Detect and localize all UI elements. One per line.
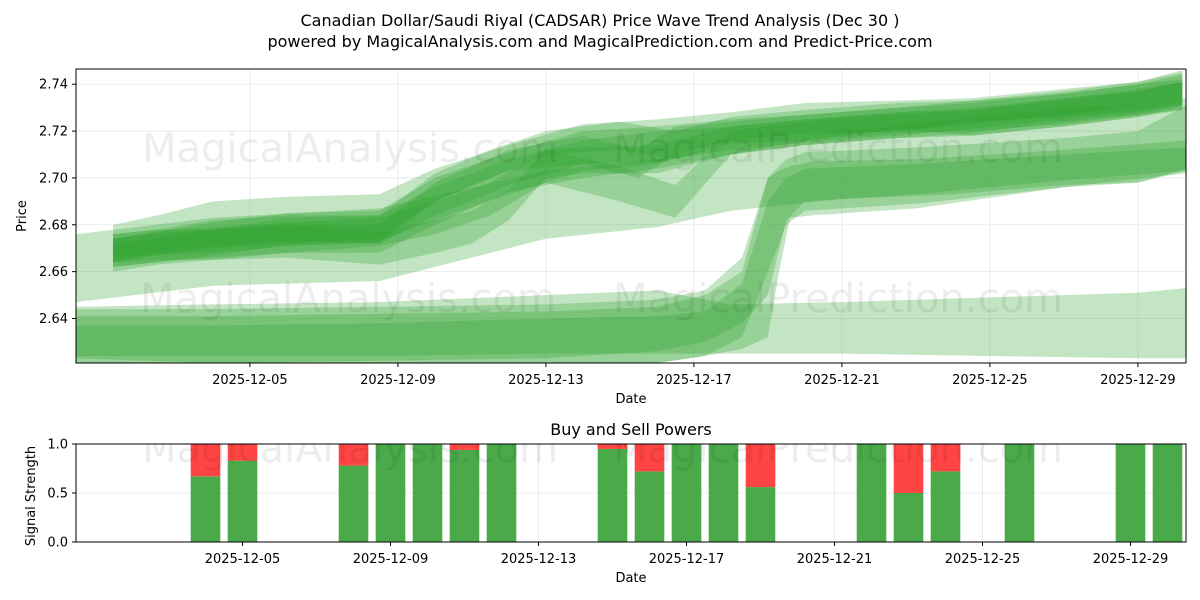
price-band-9 [76, 140, 1186, 363]
price-x-tick-label: 2025-12-13 [508, 373, 584, 388]
sell-bar [227, 444, 258, 461]
price-x-tick-label: 2025-12-17 [656, 373, 732, 388]
buy-bar [190, 476, 221, 542]
price-chart: MagicalAnalysis.com MagicalPrediction.com… [15, 68, 1187, 407]
price-band-6 [113, 81, 1183, 268]
price-band-8 [76, 98, 1186, 303]
signal-y-tick-label: 1.0 [47, 438, 68, 453]
price-plot-frame [75, 68, 1187, 364]
price-x-tick-label: 2025-12-09 [360, 373, 436, 388]
buy-bar [375, 444, 406, 542]
signal-x-tick-label: 2025-12-21 [797, 552, 873, 567]
price-x-tick-label: 2025-12-25 [952, 373, 1028, 388]
price-y-tick-label: 2.64 [39, 312, 68, 327]
price-bands [76, 70, 1186, 363]
price-x-tick-label: 2025-12-21 [804, 373, 880, 388]
signal-y-tick-label: 0.5 [47, 487, 68, 502]
signal-x-axis-label: Date [615, 571, 646, 586]
buy-bar [856, 444, 887, 542]
price-y-tick-label: 2.68 [39, 218, 68, 233]
price-y-tick-label: 2.70 [39, 171, 68, 186]
price-y-tick-label: 2.74 [39, 78, 68, 93]
price-band-11 [76, 105, 1186, 363]
buy-bar [338, 465, 369, 542]
price-x-tick-label: 2025-12-29 [1100, 373, 1176, 388]
price-band-1 [113, 81, 1183, 268]
buy-bar [412, 444, 443, 542]
watermark-text: MagicalAnalysis.com [142, 126, 558, 172]
buy-bar [1115, 444, 1146, 542]
buy-bar [486, 444, 517, 542]
signal-x-tick-label: 2025-12-13 [501, 552, 577, 567]
watermark-text: MagicalPrediction.com [613, 126, 1063, 172]
price-band-5 [113, 70, 1183, 263]
signal-y-tick-label: 0.0 [47, 536, 68, 551]
buy-bar [893, 493, 924, 542]
price-band-12 [76, 288, 1186, 359]
price-watermarks: MagicalAnalysis.com MagicalPrediction.com… [140, 126, 1063, 322]
signal-x-tick-label: 2025-12-25 [945, 552, 1021, 567]
sell-bar [597, 444, 628, 449]
buy-bar [597, 448, 628, 542]
price-band-2 [113, 74, 1183, 272]
sell-bar [449, 444, 480, 450]
price-x-tick-label: 2025-12-05 [212, 373, 288, 388]
sell-bar [634, 444, 665, 472]
buy-bar [449, 449, 480, 542]
price-band-4 [113, 79, 1183, 258]
price-y-axis-label: Price [15, 200, 30, 232]
price-y-tick-label: 2.66 [39, 265, 68, 280]
buy-bar [671, 444, 702, 542]
figure-title-line2: powered by MagicalAnalysis.com and Magic… [267, 32, 932, 51]
watermark-text: MagicalPrediction.com [613, 426, 1063, 472]
buy-bar [745, 487, 776, 542]
watermark-text: MagicalAnalysis.com [142, 426, 558, 472]
sell-bar [893, 444, 924, 493]
buy-bar [634, 471, 665, 542]
signal-x-tick-label: 2025-12-09 [353, 552, 429, 567]
signal-x-tick-label: 2025-12-05 [205, 552, 281, 567]
buy-bar [227, 460, 258, 542]
price-x-axis-label: Date [615, 392, 646, 407]
signal-y-axis-label: Signal Strength [24, 446, 39, 546]
signal-x-tick-label: 2025-12-29 [1093, 552, 1169, 567]
price-band-3 [113, 72, 1183, 263]
buy-bar [708, 444, 739, 542]
watermark-text: MagicalAnalysis.com [140, 276, 556, 322]
price-band-7 [113, 81, 1183, 265]
sell-bar [338, 444, 369, 466]
buy-bar [1152, 444, 1183, 542]
signal-chart-title: Buy and Sell Powers [550, 420, 712, 439]
signal-x-tick-label: 2025-12-17 [649, 552, 725, 567]
buy-bar [1004, 444, 1035, 542]
signal-watermarks: MagicalAnalysis.com MagicalPrediction.com [142, 426, 1063, 472]
sell-bar [930, 444, 961, 472]
watermark-text: MagicalPrediction.com [613, 276, 1063, 322]
signal-bars [190, 444, 1183, 542]
buy-bar [930, 471, 961, 542]
sell-bar [190, 444, 221, 477]
price-band-10 [76, 147, 1186, 363]
sell-bar [745, 444, 776, 488]
price-y-tick-label: 2.72 [39, 125, 68, 140]
figure-title-line1: Canadian Dollar/Saudi Riyal (CADSAR) Pri… [301, 11, 900, 30]
